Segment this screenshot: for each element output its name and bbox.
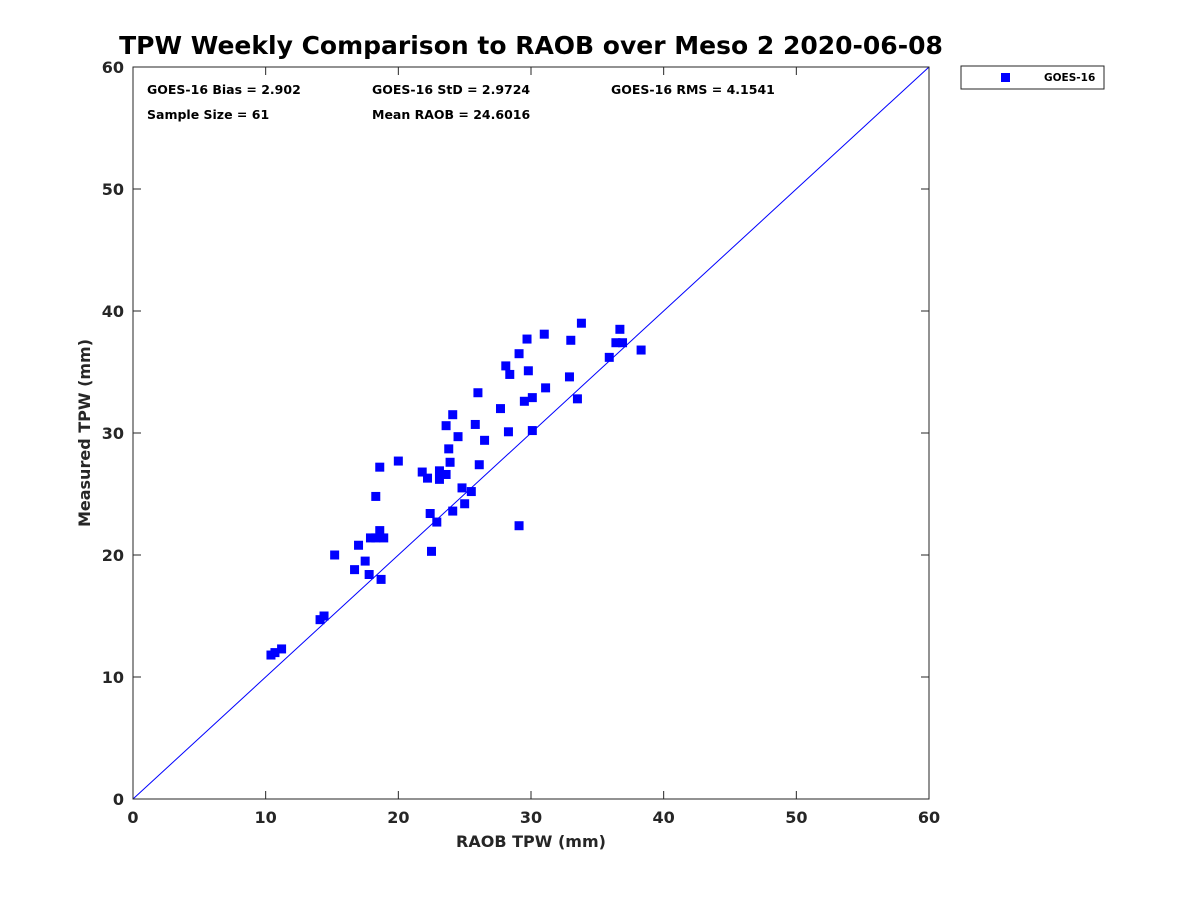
data-point [473,388,483,398]
data-point [354,540,364,550]
legend-box [960,65,1105,90]
data-point [375,526,385,536]
data-point [350,565,360,575]
data-point [423,473,433,483]
bias-stat: GOES-16 Bias = 2.902 [147,82,301,97]
data-point [441,469,451,479]
data-point [376,574,386,584]
x-tick-label: 40 [653,808,675,827]
data-point [527,426,537,436]
data-point [636,345,646,355]
data-point [470,419,480,429]
data-point [365,533,375,543]
data-point [441,421,451,431]
data-point [448,506,458,516]
x-tick-label: 10 [255,808,277,827]
rms-stat: GOES-16 RMS = 4.1541 [611,82,775,97]
stats-annotations: GOES-16 Bias = 2.902 GOES-16 StD = 2.972… [147,82,775,122]
data-point [270,648,280,658]
data-point [379,533,389,543]
data-point [615,324,625,334]
data-point [434,474,444,484]
y-tick-label: 60 [102,58,124,77]
data-point [564,372,574,382]
data-point [425,509,435,519]
std-stat: GOES-16 StD = 2.9724 [372,82,530,97]
data-point [527,393,537,403]
chart-title: TPW Weekly Comparison to RAOB over Meso … [119,31,943,60]
ticks-layer: 0 10 20 30 40 50 60 0 10 20 30 40 50 60 [102,58,940,827]
data-point [319,611,329,621]
x-tick-label: 30 [520,808,542,827]
data-point [611,338,621,348]
data-point [495,404,505,414]
x-tick-label: 50 [785,808,807,827]
data-point [480,435,490,445]
data-point [618,338,628,348]
data-point [445,457,455,467]
y-tick-label: 10 [102,668,124,687]
x-tick-label: 0 [127,808,138,827]
data-point [576,318,586,328]
data-point [460,499,470,509]
data-point [364,570,374,580]
legend-marker-goes-16 [1001,73,1010,82]
y-tick-label: 50 [102,180,124,199]
data-point [371,533,381,543]
data-point [277,644,287,654]
mean-raob-stat: Mean RAOB = 24.6016 [372,107,530,122]
data-point [466,487,476,497]
data-point [444,444,454,454]
data-point [371,491,381,501]
legend: GOES-16 [960,65,1105,90]
y-tick-label: 20 [102,546,124,565]
data-point [522,334,532,344]
data-point [505,369,515,379]
data-points-layer [266,318,646,660]
data-point [503,427,513,437]
data-point [566,335,576,345]
plot-area: 0 10 20 30 40 50 60 0 10 20 30 40 50 60 [102,58,940,827]
x-tick-label: 20 [387,808,409,827]
data-point [457,483,467,493]
data-point [375,462,385,472]
data-point [539,329,549,339]
data-point [448,410,458,420]
y-tick-label: 30 [102,424,124,443]
y-tick-label: 40 [102,302,124,321]
data-point [393,456,403,466]
data-point [432,517,442,527]
data-point [541,383,551,393]
data-point [514,349,524,359]
data-point [417,467,427,477]
sample-size-stat: Sample Size = 61 [147,107,269,122]
data-point [519,396,529,406]
data-point [474,460,484,470]
legend-label-goes-16: GOES-16 [1044,72,1095,84]
data-point [572,394,582,404]
x-axis-label: RAOB TPW (mm) [456,832,606,851]
data-point [514,521,524,531]
data-point [427,546,436,556]
data-point [330,550,340,560]
y-tick-label: 0 [113,790,124,809]
data-point [501,361,511,371]
data-point [523,366,533,376]
data-point [604,352,614,362]
data-point [360,556,370,566]
data-point [453,432,463,442]
data-point [434,466,444,476]
x-tick-label: 60 [918,808,940,827]
y-axis-label: Measured TPW (mm) [75,339,94,527]
